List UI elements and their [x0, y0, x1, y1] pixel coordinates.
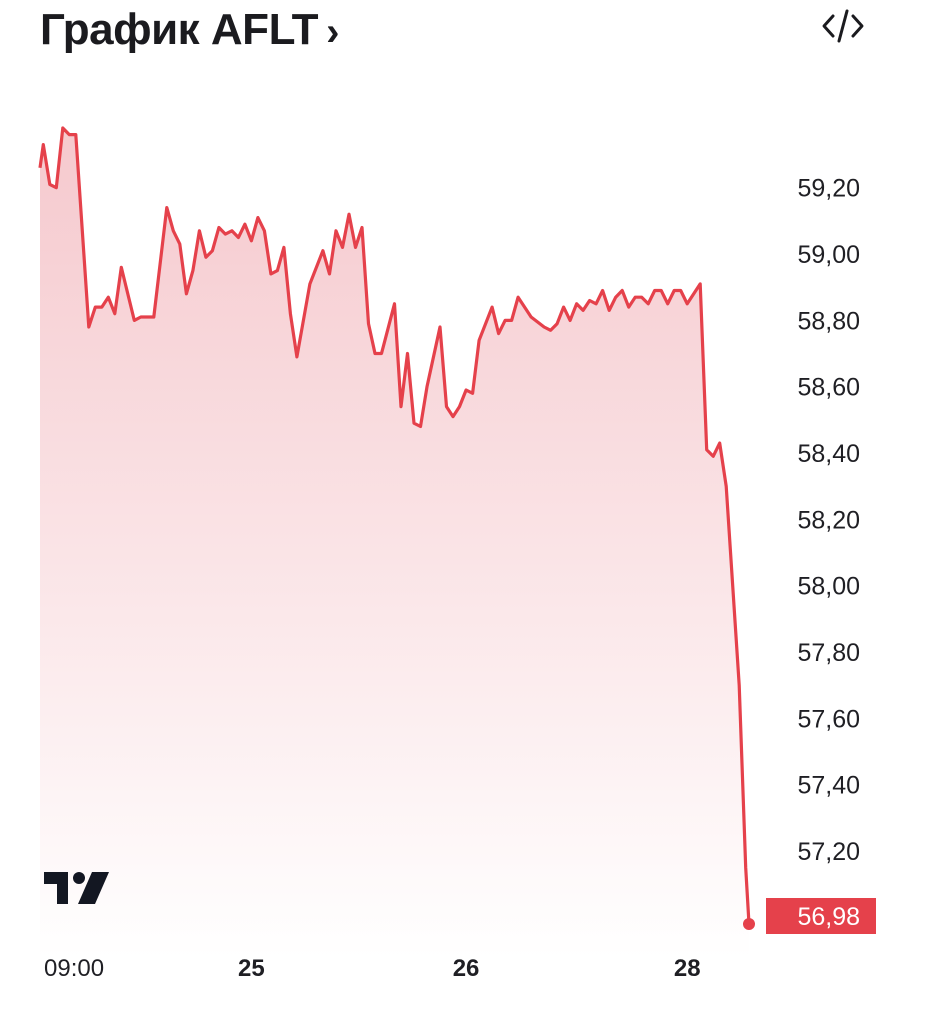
- y-tick-label: 59,20: [797, 175, 860, 203]
- chart-header: График AFLT ›: [40, 2, 875, 58]
- code-icon: [822, 9, 864, 43]
- y-tick-label: 57,80: [797, 639, 860, 667]
- y-tick-label: 58,40: [797, 440, 860, 468]
- y-tick-label: 58,60: [797, 374, 860, 402]
- x-tick-label: 28: [674, 955, 701, 982]
- chart-title: График AFLT: [40, 5, 319, 54]
- x-axis: 09:00 25 26 28: [44, 955, 701, 982]
- y-tick-label: 57,20: [797, 838, 860, 866]
- y-tick-label: 58,80: [797, 307, 860, 335]
- x-tick-label: 26: [453, 955, 480, 982]
- embed-code-button[interactable]: [819, 6, 867, 46]
- price-line: [38, 126, 751, 925]
- chart-title-link[interactable]: График AFLT ›: [40, 5, 339, 55]
- price-area: [40, 128, 749, 958]
- y-tick-label: 58,00: [797, 573, 860, 601]
- last-price-badge: [766, 898, 876, 934]
- chevron-right-icon: ›: [326, 10, 339, 54]
- tradingview-logo[interactable]: [44, 872, 109, 904]
- x-tick-label: 09:00: [44, 955, 104, 982]
- y-tick-label: 58,20: [797, 506, 860, 534]
- x-tick-label: 25: [238, 955, 265, 982]
- y-tick-label: 57,40: [797, 772, 860, 800]
- y-axis: 59,20 59,00 58,80 58,60 58,40 58,20 58,00 57,80…: [797, 175, 860, 866]
- last-price-label: 56,98: [797, 903, 860, 931]
- y-tick-label: 59,00: [797, 241, 860, 269]
- y-tick-label: 57,60: [797, 705, 860, 733]
- last-price-dot: [743, 918, 755, 930]
